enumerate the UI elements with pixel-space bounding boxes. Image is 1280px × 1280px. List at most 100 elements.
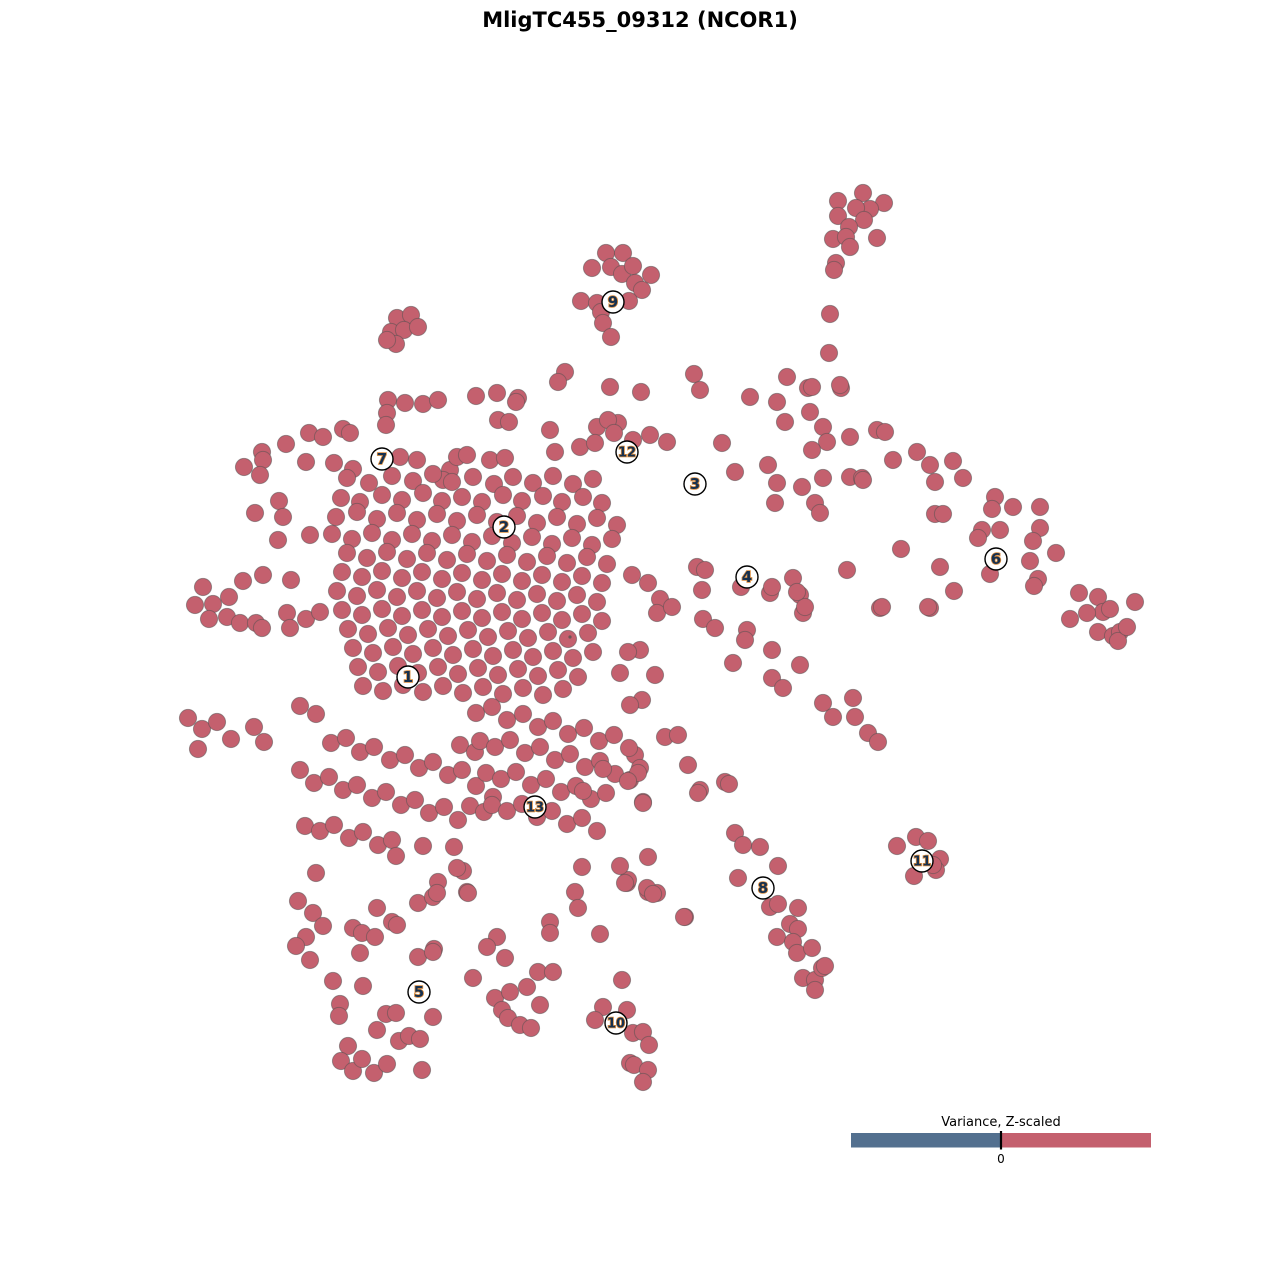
scatter-point bbox=[367, 1020, 387, 1040]
cluster-label-5: 5 bbox=[407, 980, 431, 1004]
scatter-point bbox=[585, 433, 605, 453]
scatter-point bbox=[367, 898, 387, 918]
scatter-point bbox=[467, 505, 487, 525]
scatter-point bbox=[933, 504, 953, 524]
scatter-point bbox=[402, 524, 422, 544]
scatter-point bbox=[506, 392, 526, 412]
scatter-point bbox=[883, 450, 903, 470]
scatter-point bbox=[767, 473, 787, 493]
scatter-point bbox=[377, 330, 397, 350]
scatter-point bbox=[230, 613, 250, 633]
scatter-point bbox=[506, 762, 526, 782]
scatter-point bbox=[678, 755, 698, 775]
scatter-point bbox=[593, 759, 613, 779]
scatter-point bbox=[443, 645, 463, 665]
scatter-point bbox=[434, 797, 454, 817]
scatter-point bbox=[1100, 599, 1120, 619]
scatter-point bbox=[618, 642, 638, 662]
scatter-point bbox=[463, 639, 483, 659]
scatter-point bbox=[347, 502, 367, 522]
scatter-point bbox=[245, 503, 265, 523]
scatter-point bbox=[758, 455, 778, 475]
scatter-point bbox=[437, 550, 457, 570]
scatter-point bbox=[322, 524, 342, 544]
scatter-point bbox=[619, 738, 639, 758]
scatter-point bbox=[276, 434, 296, 454]
scatter-point bbox=[432, 569, 452, 589]
cluster-label-11: 11 bbox=[910, 849, 934, 873]
cluster-label-circle bbox=[523, 795, 547, 819]
scatter-point bbox=[674, 907, 694, 927]
scatter-point bbox=[723, 653, 743, 673]
scatter-point bbox=[477, 937, 497, 957]
scatter-point bbox=[790, 655, 810, 675]
scatter-point bbox=[376, 415, 396, 435]
scatter-point bbox=[233, 571, 253, 591]
scatter-point bbox=[395, 745, 415, 765]
scatter-point bbox=[387, 587, 407, 607]
scatter-point bbox=[620, 695, 640, 715]
scatter-point bbox=[815, 956, 835, 976]
scatter-point bbox=[508, 659, 528, 679]
scatter-point bbox=[372, 561, 392, 581]
scatter-point bbox=[427, 883, 447, 903]
scatter-point bbox=[572, 566, 592, 586]
scatter-point bbox=[507, 590, 527, 610]
legend-zero-label: 0 bbox=[997, 1152, 1005, 1166]
scatter-point bbox=[472, 570, 492, 590]
scatter-point bbox=[221, 729, 241, 749]
scatter-point bbox=[1108, 631, 1128, 651]
scatter-point bbox=[503, 640, 523, 660]
plot-title: MligTC455_09312 (NCOR1) bbox=[482, 8, 798, 32]
scatter-point bbox=[447, 858, 467, 878]
scatter-point bbox=[433, 676, 453, 696]
scatter-point bbox=[331, 488, 351, 508]
cluster-label-number: 8 bbox=[758, 879, 768, 897]
scatter-point bbox=[495, 948, 515, 968]
scatter-point bbox=[408, 317, 428, 337]
scatter-point bbox=[413, 836, 433, 856]
scatter-point bbox=[363, 643, 383, 663]
scatter-point bbox=[690, 380, 710, 400]
scatter-point bbox=[733, 835, 753, 855]
scatter-point bbox=[891, 539, 911, 559]
scatter-point bbox=[817, 432, 837, 452]
scatter-point bbox=[522, 527, 542, 547]
cluster-label-circle bbox=[910, 849, 934, 873]
scatter-point bbox=[528, 666, 548, 686]
cluster-label-circle bbox=[492, 515, 516, 539]
scatter-point bbox=[499, 412, 519, 432]
scatter-point bbox=[762, 577, 782, 597]
scatter-point bbox=[572, 857, 592, 877]
scatter-point bbox=[813, 693, 833, 713]
legend-bar-positive bbox=[1001, 1133, 1151, 1148]
scatter-point bbox=[638, 847, 658, 867]
scatter-point bbox=[819, 343, 839, 363]
scatter-point bbox=[207, 712, 227, 732]
scatter-point bbox=[296, 452, 316, 472]
scatter-point bbox=[705, 618, 725, 638]
scatter-point bbox=[382, 830, 402, 850]
scatter-point bbox=[854, 210, 874, 230]
scatter-point bbox=[480, 450, 500, 470]
scatter-point bbox=[767, 392, 787, 412]
scatter-point bbox=[1125, 592, 1145, 612]
scatter-point bbox=[332, 600, 352, 620]
scatter-point bbox=[568, 898, 588, 918]
scatter-point bbox=[326, 507, 346, 527]
scatter-point bbox=[517, 977, 537, 997]
scatter-point bbox=[348, 657, 368, 677]
scatter-point bbox=[600, 377, 620, 397]
scatter-point bbox=[578, 623, 598, 643]
scatter-point bbox=[306, 863, 326, 883]
scatter-point bbox=[390, 447, 410, 467]
scatter-point bbox=[300, 950, 320, 970]
scatter-point bbox=[477, 551, 497, 571]
scatter-point bbox=[327, 581, 347, 601]
scatter-point bbox=[468, 658, 488, 678]
cluster-label-circle bbox=[407, 980, 431, 1004]
scatter-point bbox=[199, 609, 219, 629]
scatter-point bbox=[810, 503, 830, 523]
scatter-point bbox=[498, 621, 518, 641]
scatter-point bbox=[585, 1010, 605, 1030]
